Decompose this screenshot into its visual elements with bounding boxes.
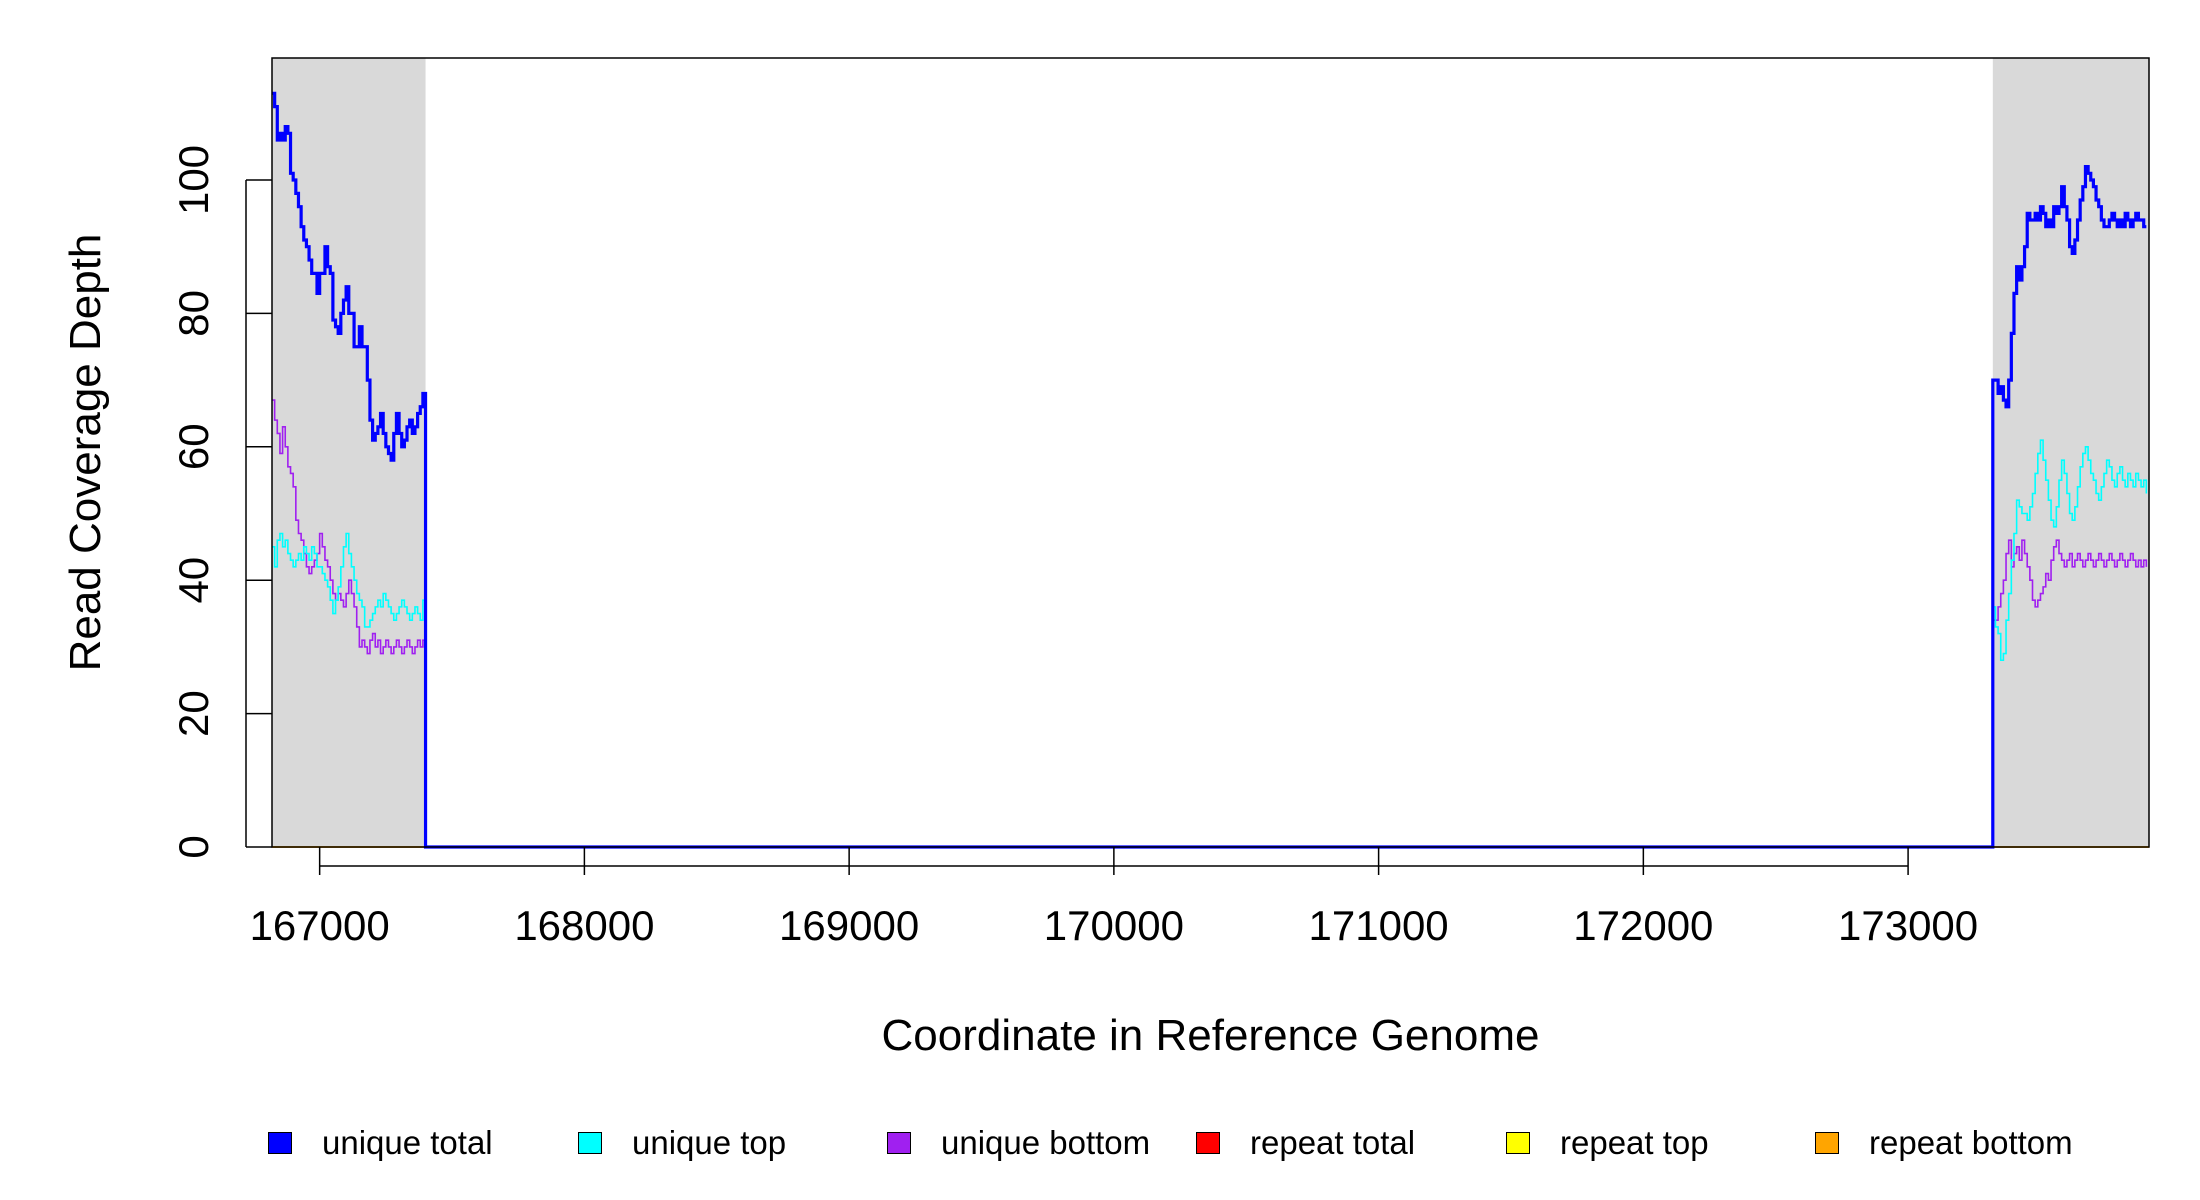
legend-item-unique-bottom: unique bottom xyxy=(887,1118,1150,1168)
legend-swatch xyxy=(1196,1132,1220,1154)
x-axis-title: Coordinate in Reference Genome xyxy=(882,1011,1540,1060)
y-tick-label: 60 xyxy=(170,423,217,470)
series-line-unique-total xyxy=(272,91,2147,849)
legend-swatch xyxy=(887,1132,911,1154)
x-tick-label: 172000 xyxy=(1573,902,1713,949)
shaded-region-0 xyxy=(272,58,426,847)
x-tick-label: 169000 xyxy=(779,902,919,949)
legend-item-repeat-total: repeat total xyxy=(1196,1118,1415,1168)
legend-swatch xyxy=(578,1132,602,1154)
x-tick-label: 167000 xyxy=(250,902,390,949)
legend-label: unique top xyxy=(632,1124,787,1161)
y-tick-label: 40 xyxy=(170,557,217,604)
series-line-unique-top xyxy=(272,439,2148,848)
legend-item-repeat-bottom: repeat bottom xyxy=(1815,1118,2073,1168)
y-tick-label: 80 xyxy=(170,290,217,337)
x-tick-label: 170000 xyxy=(1044,902,1184,949)
shaded-region-1 xyxy=(1992,58,2149,847)
y-tick-label: 100 xyxy=(170,145,217,215)
legend-label: repeat total xyxy=(1250,1124,1416,1161)
legend: unique total unique top unique bottom repea… xyxy=(0,1118,2200,1168)
x-tick-label: 171000 xyxy=(1309,902,1449,949)
legend-swatch xyxy=(1506,1132,1530,1154)
legend-swatch xyxy=(1815,1132,1839,1154)
legend-item-unique-top: unique top xyxy=(578,1118,786,1168)
legend-label: repeat bottom xyxy=(1869,1124,2073,1161)
x-tick-label: 168000 xyxy=(514,902,654,949)
legend-label: repeat top xyxy=(1560,1124,1709,1161)
legend-label: unique bottom xyxy=(941,1124,1151,1161)
x-tick-label: 173000 xyxy=(1838,902,1978,949)
y-tick-label: 0 xyxy=(170,835,217,858)
y-axis-title: Read Coverage Depth xyxy=(61,234,110,672)
plot-frame xyxy=(271,57,2150,848)
legend-label: unique total xyxy=(322,1124,493,1161)
legend-item-unique-total: unique total xyxy=(268,1118,493,1168)
legend-swatch xyxy=(268,1132,292,1154)
series-line-unique-bottom xyxy=(272,399,2148,848)
legend-item-repeat-top: repeat top xyxy=(1506,1118,1709,1168)
y-tick-label: 20 xyxy=(170,690,217,737)
